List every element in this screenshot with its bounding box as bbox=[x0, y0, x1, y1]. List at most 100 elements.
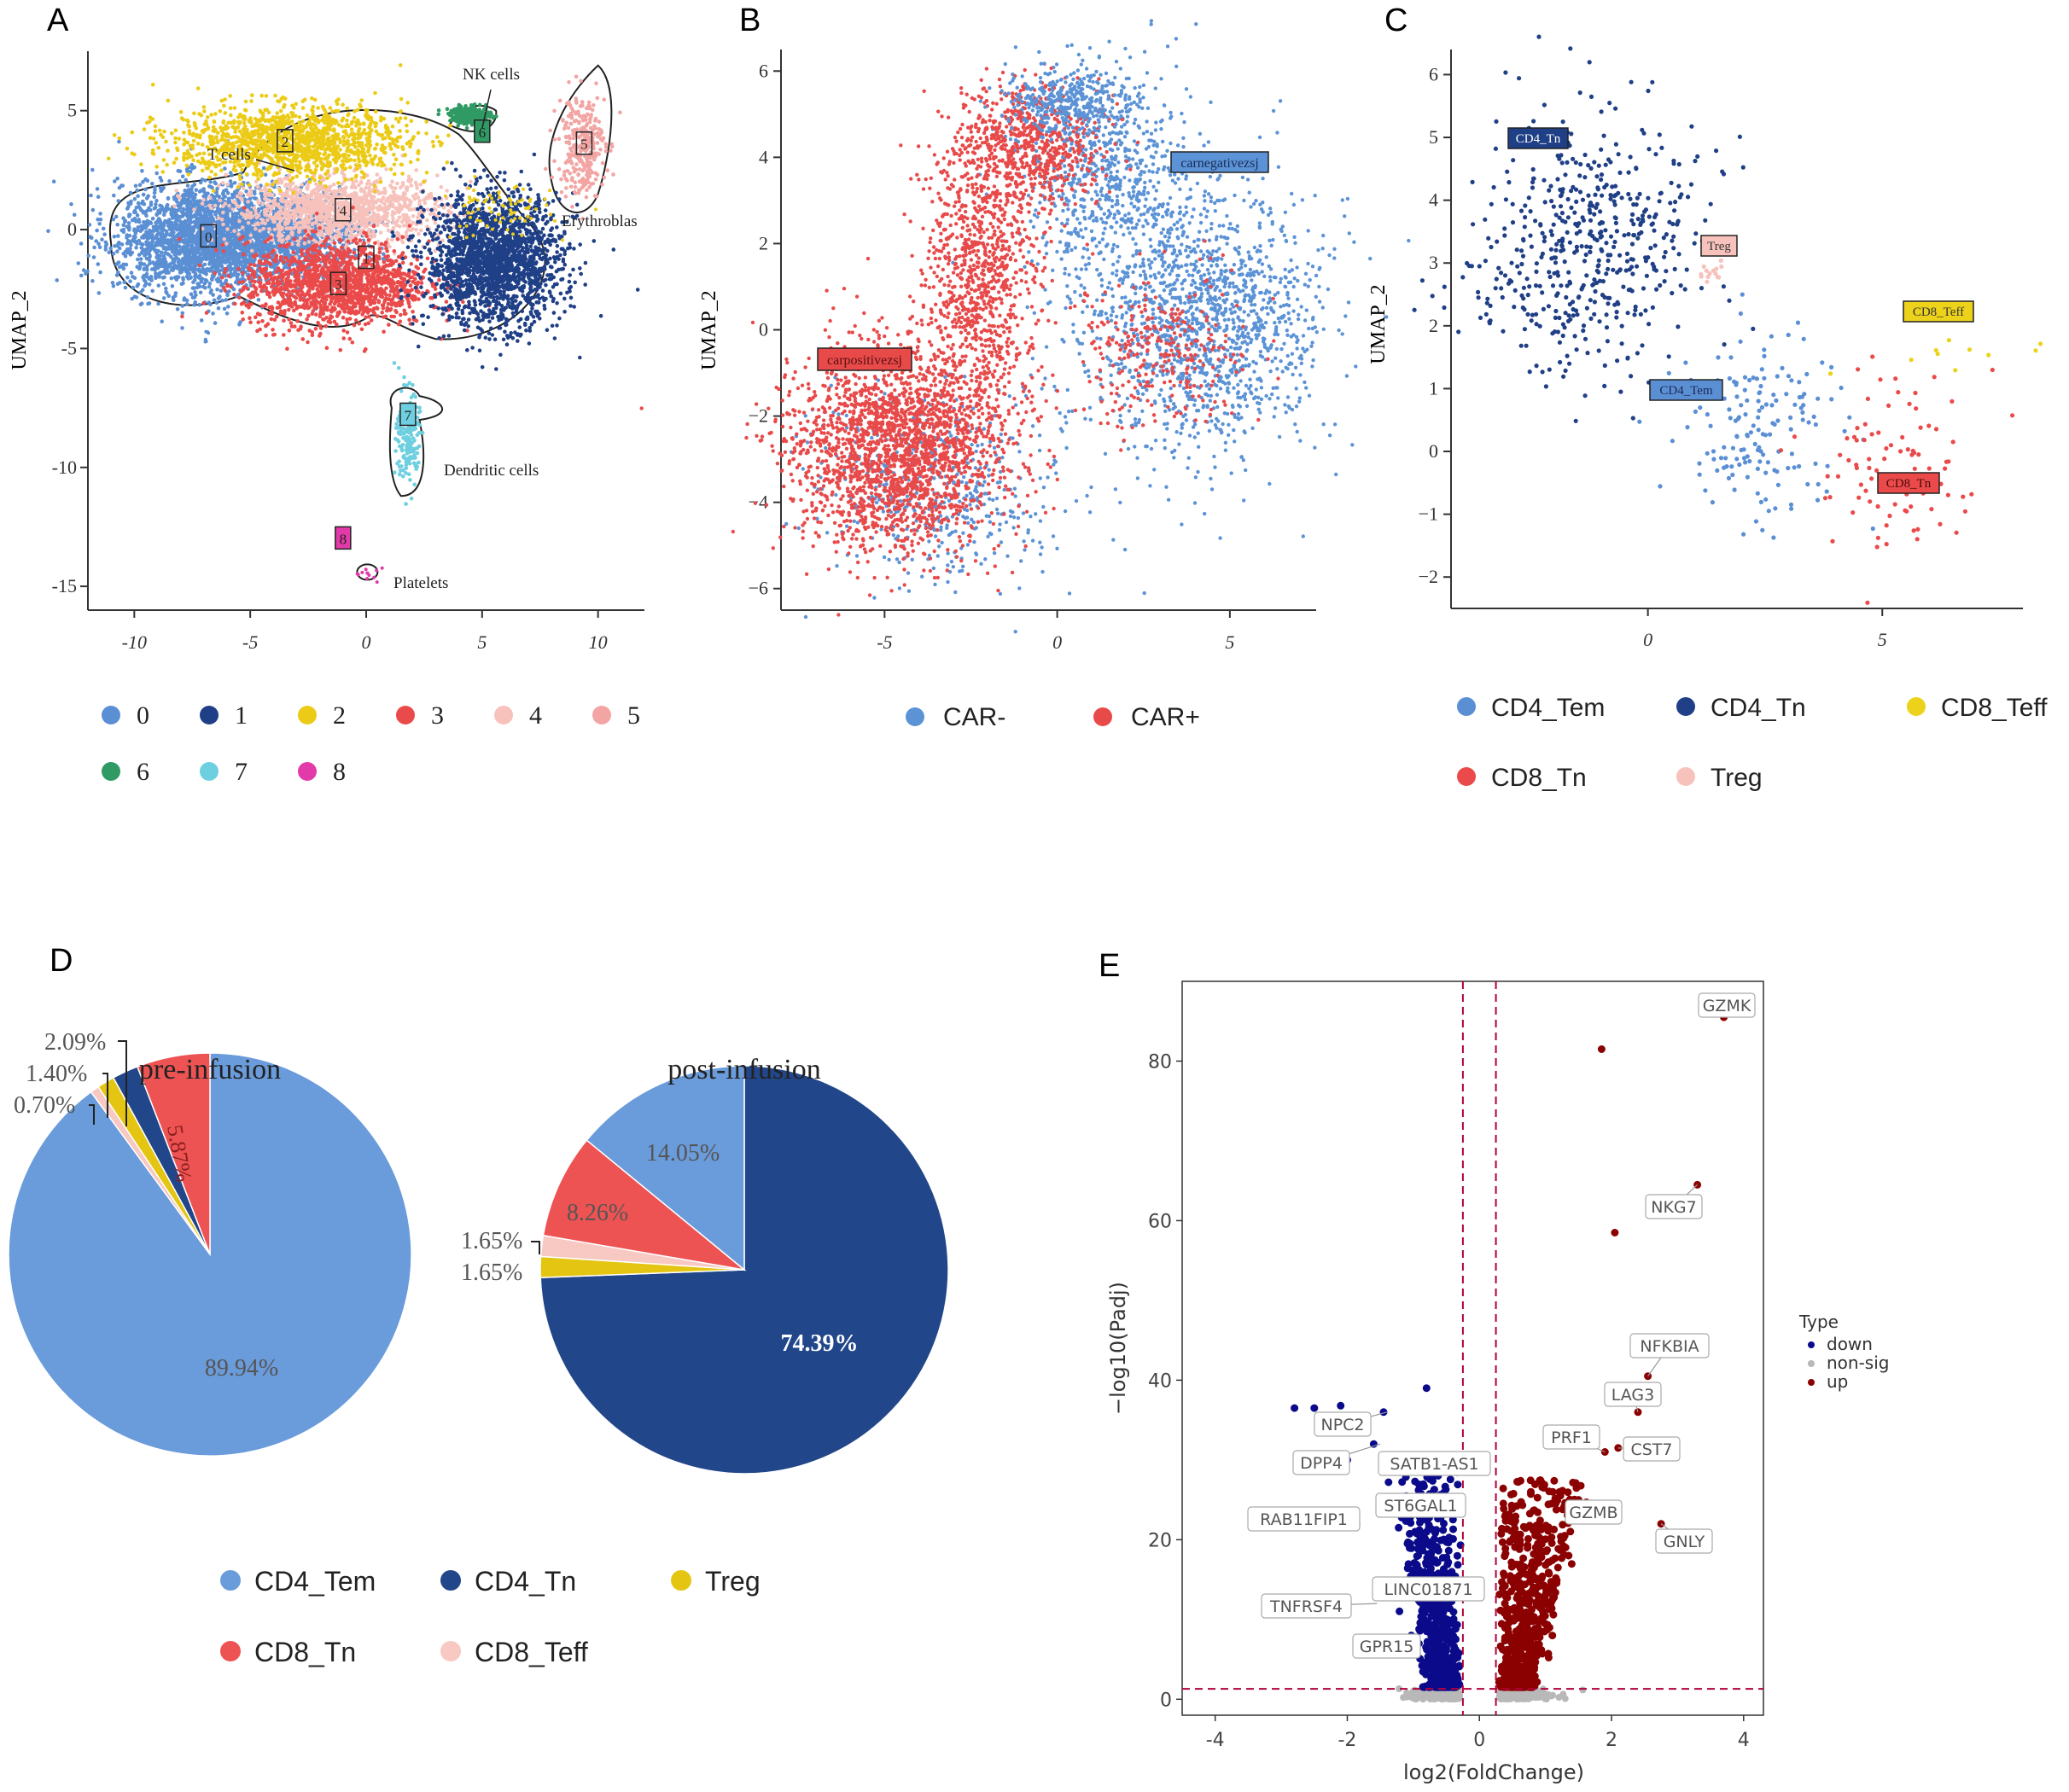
cluster-label-box bbox=[358, 245, 375, 270]
y-tick-label: 5 bbox=[67, 100, 77, 121]
y-tick-label: 60 bbox=[1148, 1211, 1172, 1232]
legend-swatch bbox=[1808, 1341, 1815, 1348]
cluster-label-text: 6 bbox=[479, 125, 487, 141]
y-tick-label: 3 bbox=[1429, 252, 1438, 273]
gene-label: NKG7 bbox=[1651, 1198, 1696, 1217]
y-tick-label: -5 bbox=[61, 337, 77, 358]
gene-label-box bbox=[1604, 1382, 1662, 1407]
legend-label: CD8_Teff bbox=[1941, 694, 2048, 722]
gene-label-box bbox=[1655, 1528, 1713, 1554]
pie-label: 1.40% bbox=[26, 1061, 87, 1087]
cluster-3-points bbox=[177, 206, 492, 353]
cluster-7-points bbox=[392, 361, 425, 506]
cell-type-annotation: T cells bbox=[207, 146, 251, 164]
gene-label: CST7 bbox=[1630, 1440, 1672, 1459]
x-tick-label: 4 bbox=[1738, 1730, 1750, 1751]
cluster-label-box bbox=[277, 129, 294, 153]
gene-label: PRF1 bbox=[1551, 1428, 1592, 1447]
y-tick-label: −4 bbox=[749, 492, 768, 513]
x-tick-label: -4 bbox=[1206, 1730, 1225, 1751]
cluster-8-points bbox=[355, 566, 384, 585]
cluster-label-box bbox=[335, 197, 352, 222]
panel-b: -5 0 5 6 4 2 0 −2 −4 −6 UMAP_2 carnegativezsj carpos… bbox=[639, 19, 1411, 731]
x-tick-label: -5 bbox=[877, 631, 892, 653]
gene-label: NFKBIA bbox=[1640, 1337, 1699, 1356]
legend-swatch bbox=[102, 762, 120, 781]
gene-label-box bbox=[1247, 1506, 1361, 1532]
y-tick-label: 2 bbox=[1429, 315, 1438, 336]
annotation-leader-line bbox=[255, 159, 295, 172]
gene-label-box bbox=[1378, 1451, 1491, 1476]
car-positive-points-right bbox=[1040, 239, 1280, 452]
cluster-4-points bbox=[172, 154, 532, 269]
cell-type-annotation: Dendritic cells bbox=[444, 462, 539, 480]
annotation-box-carnegative bbox=[1170, 151, 1269, 173]
y-tick-label: −2 bbox=[1419, 566, 1438, 587]
gene-label: LINC01871 bbox=[1384, 1580, 1472, 1599]
annotation-label: CD8_Tn bbox=[1886, 477, 1932, 491]
cluster-label-box bbox=[474, 119, 491, 143]
x-tick-label: -10 bbox=[122, 631, 147, 653]
legend-label: CD4_Tn bbox=[1711, 694, 1806, 722]
legend-swatch bbox=[592, 706, 611, 724]
pie-title-pre: pre-infusion bbox=[139, 1054, 281, 1085]
cell-type-annotation: NK cells bbox=[463, 66, 520, 84]
pie-slice bbox=[542, 1139, 747, 1271]
panel-letter-d: D bbox=[50, 943, 73, 979]
cluster-label-text: 1 bbox=[363, 250, 370, 266]
legend-label: Treg bbox=[1711, 764, 1763, 792]
cluster-label-text: 0 bbox=[205, 229, 213, 245]
cluster-2-points bbox=[106, 63, 483, 195]
legend-swatch bbox=[1676, 767, 1695, 786]
pie-label: 1.65% bbox=[461, 1228, 522, 1254]
plot-frame bbox=[1181, 980, 1764, 1716]
x-tick-label: 0 bbox=[1643, 629, 1652, 650]
legend-label: CAR- bbox=[943, 703, 1005, 731]
cell-type-annotation: Platelets bbox=[393, 574, 448, 592]
x-tick-label: 0 bbox=[1473, 1730, 1485, 1751]
x-tick-label: -5 bbox=[242, 631, 258, 653]
cluster-label-text: 3 bbox=[335, 276, 342, 293]
legend-swatch bbox=[440, 1641, 461, 1661]
legend-label: CAR+ bbox=[1131, 703, 1200, 731]
annotation-box bbox=[1903, 300, 1974, 323]
legend-swatch bbox=[1907, 697, 1926, 716]
annotation-box-carpositive bbox=[817, 347, 912, 371]
legend-label: 5 bbox=[627, 701, 640, 730]
gene-label: SATB1-AS1 bbox=[1390, 1455, 1478, 1474]
gene-label: GNLY bbox=[1664, 1533, 1705, 1551]
pie-slice bbox=[586, 1065, 745, 1271]
down-regulated-points bbox=[1291, 1384, 1465, 1691]
y-tick-label: -15 bbox=[52, 575, 77, 596]
y-tick-label: 4 bbox=[1429, 189, 1438, 211]
legend-label: 0 bbox=[137, 701, 149, 730]
legend-swatch bbox=[220, 1570, 241, 1591]
legend-label: 4 bbox=[529, 701, 542, 730]
legend-label: Treg bbox=[705, 1566, 761, 1597]
pie-leader-line bbox=[89, 1104, 95, 1125]
annotation-label: CD4_Tem bbox=[1659, 384, 1713, 398]
gene-label-box bbox=[1698, 992, 1756, 1018]
y-tick-label: 80 bbox=[1148, 1051, 1172, 1073]
gene-label: TNFRSF4 bbox=[1269, 1597, 1343, 1616]
gene-label: RAB11FIP1 bbox=[1260, 1510, 1348, 1529]
legend-swatch bbox=[1808, 1379, 1815, 1386]
cluster-5-points bbox=[543, 74, 622, 221]
y-tick-label: −1 bbox=[1419, 503, 1438, 525]
x-tick-label: 2 bbox=[1606, 1730, 1617, 1751]
pie-label: 89.94% bbox=[205, 1355, 278, 1382]
legend-label: 8 bbox=[333, 758, 346, 786]
pie-leader-line bbox=[118, 1040, 127, 1126]
gene-label-box bbox=[1372, 1576, 1485, 1602]
cluster-label-box bbox=[575, 131, 593, 155]
cluster-label-text: 2 bbox=[282, 134, 289, 150]
car-positive-points-mid bbox=[899, 85, 1067, 460]
x-axis-title: log2(FoldChange) bbox=[1403, 1760, 1584, 1784]
legend-label: up bbox=[1827, 1371, 1848, 1392]
treg-points bbox=[1699, 258, 1724, 284]
legend-label: down bbox=[1827, 1334, 1873, 1354]
panel-letter-c: C bbox=[1384, 3, 1408, 38]
legend-label: 3 bbox=[431, 701, 444, 730]
x-tick-label: 10 bbox=[589, 631, 608, 653]
